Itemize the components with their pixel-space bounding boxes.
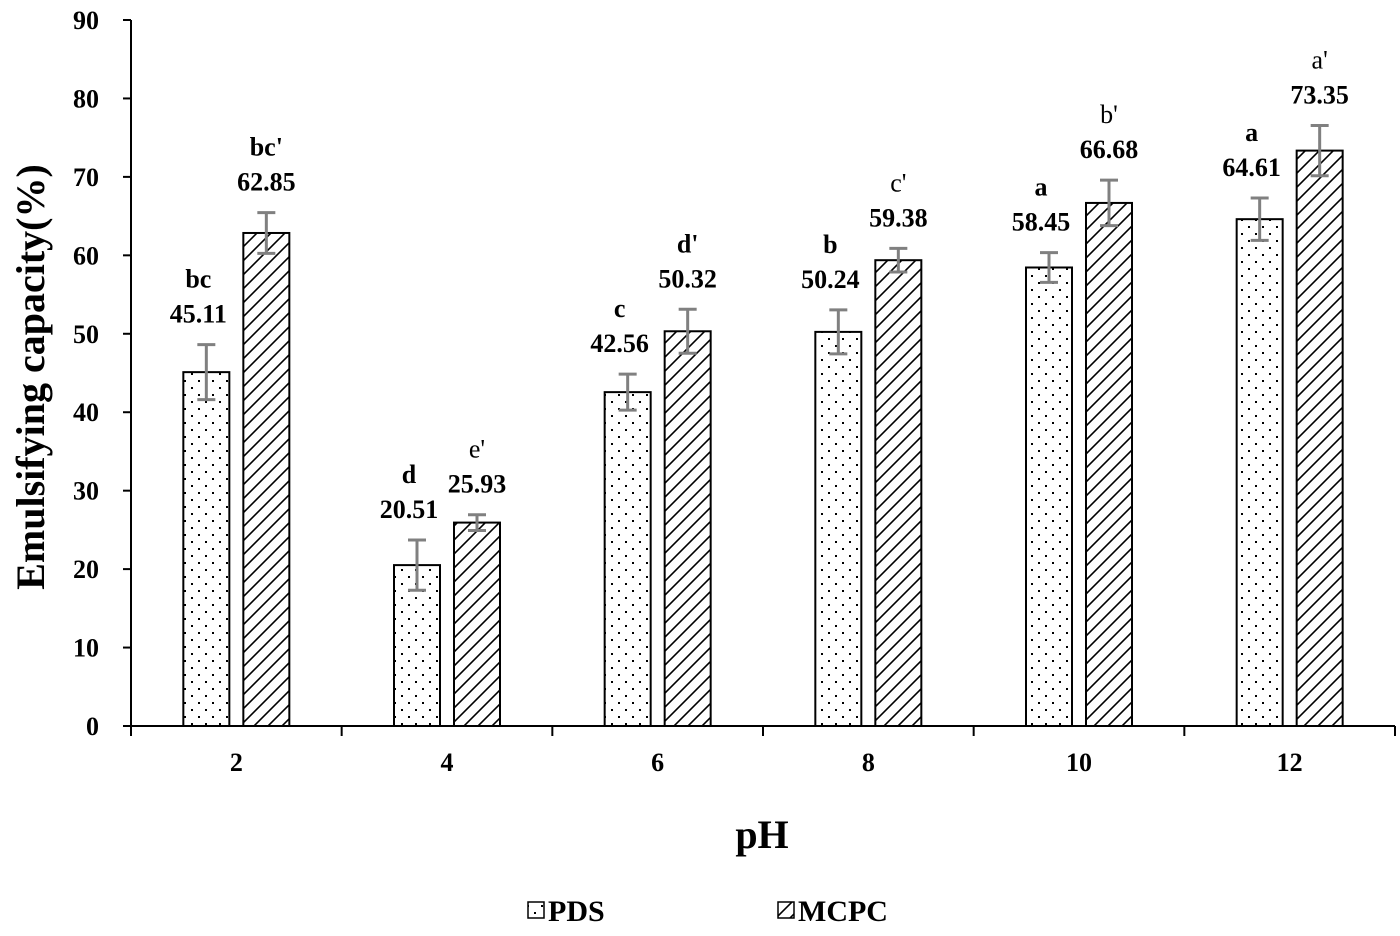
significance-letter-mcpc: a' bbox=[1312, 46, 1328, 75]
x-tick-label: 2 bbox=[230, 748, 243, 777]
value-label-mcpc: 73.35 bbox=[1290, 81, 1349, 110]
error-bar bbox=[889, 246, 908, 274]
y-tick-label: 90 bbox=[73, 6, 99, 35]
error-bar bbox=[197, 343, 216, 402]
value-label-pds: 50.24 bbox=[801, 265, 860, 294]
bar-mcpc bbox=[874, 259, 923, 727]
significance-letter-pds: d bbox=[402, 460, 417, 489]
y-axis: 0 10 20 30 40 50 60 70 80 90 bbox=[73, 6, 132, 741]
y-tick-label: 0 bbox=[86, 712, 99, 741]
error-bar bbox=[468, 513, 486, 532]
value-label-mcpc: 62.85 bbox=[237, 168, 296, 197]
y-tick-label: 70 bbox=[73, 163, 99, 192]
bars bbox=[182, 149, 1344, 728]
y-axis-title: Emulsifying capacity(%) bbox=[8, 164, 53, 590]
error-bar bbox=[257, 211, 276, 255]
y-tick-label: 20 bbox=[73, 555, 99, 584]
significance-letter-mcpc: c' bbox=[890, 168, 906, 197]
legend-swatch-mcpc bbox=[777, 901, 795, 919]
error-bar bbox=[1310, 124, 1329, 178]
legend-swatch-pds bbox=[527, 901, 545, 919]
value-label-pds: 20.51 bbox=[380, 495, 439, 524]
significance-letter-pds: b bbox=[823, 230, 837, 259]
x-tick-label: 8 bbox=[862, 748, 875, 777]
bar-pds bbox=[814, 330, 863, 727]
significance-letter-mcpc: d' bbox=[677, 229, 699, 258]
y-tick-label: 60 bbox=[73, 241, 99, 270]
significance-letter-mcpc: e' bbox=[469, 435, 485, 464]
legend-label-mcpc: MCPC bbox=[798, 895, 888, 928]
error-bar bbox=[618, 372, 637, 412]
error-bar bbox=[1250, 196, 1269, 242]
error-bars bbox=[197, 124, 1329, 592]
x-axis-label: pH bbox=[735, 812, 788, 857]
bar-pds bbox=[1235, 218, 1284, 727]
value-label-pds: 64.61 bbox=[1222, 153, 1281, 182]
y-tick-label: 40 bbox=[73, 398, 99, 427]
bar-mcpc bbox=[663, 330, 712, 727]
significance-letter-mcpc: b' bbox=[1100, 100, 1118, 129]
error-bar bbox=[829, 308, 848, 356]
value-label-mcpc: 25.93 bbox=[448, 470, 507, 499]
significance-letter-pds: a bbox=[1245, 118, 1258, 147]
y-tick-label: 50 bbox=[73, 320, 99, 349]
error-bar bbox=[1100, 178, 1118, 228]
significance-letter-pds: bc bbox=[185, 265, 211, 294]
value-label-pds: 58.45 bbox=[1012, 208, 1071, 237]
legend-label-pds: PDS bbox=[548, 895, 605, 928]
x-tick-label: 10 bbox=[1066, 748, 1092, 777]
x-tick-label: 6 bbox=[651, 748, 664, 777]
bar-pds bbox=[1025, 266, 1073, 727]
y-tick-label: 10 bbox=[73, 634, 99, 663]
data-labels: 45.11 bc 20.51 d 42.56 c 50.24 b 58.45 a 64.61 a 62.… bbox=[170, 46, 1349, 525]
y-tick-label: 30 bbox=[73, 477, 99, 506]
error-bar bbox=[678, 307, 697, 355]
error-bar bbox=[1040, 251, 1058, 284]
y-tick-label: 80 bbox=[73, 84, 99, 113]
value-label-pds: 45.11 bbox=[170, 300, 227, 329]
bar-mcpc bbox=[1295, 149, 1344, 728]
bar-mcpc bbox=[242, 231, 291, 728]
legend: PDS MCPC bbox=[527, 895, 888, 928]
significance-letter-mcpc: bc' bbox=[250, 133, 283, 162]
value-label-mcpc: 66.68 bbox=[1080, 135, 1139, 164]
significance-letter-pds: a bbox=[1035, 173, 1048, 202]
error-bar bbox=[408, 538, 426, 592]
value-label-pds: 42.56 bbox=[590, 329, 649, 358]
bar-pds bbox=[603, 391, 652, 727]
x-tick-label: 4 bbox=[441, 748, 454, 777]
significance-letter-pds: c bbox=[614, 294, 626, 323]
bar-pds bbox=[182, 371, 231, 727]
x-tick-label: 12 bbox=[1277, 748, 1303, 777]
value-label-mcpc: 50.32 bbox=[658, 264, 717, 293]
value-label-mcpc: 59.38 bbox=[869, 203, 928, 232]
bar-mcpc bbox=[1085, 201, 1133, 728]
y-axis-label: Emulsifying capacity(%) bbox=[8, 164, 53, 590]
bar-mcpc bbox=[453, 521, 501, 728]
x-axis: 2 4 6 8 10 12 bbox=[130, 725, 1396, 777]
